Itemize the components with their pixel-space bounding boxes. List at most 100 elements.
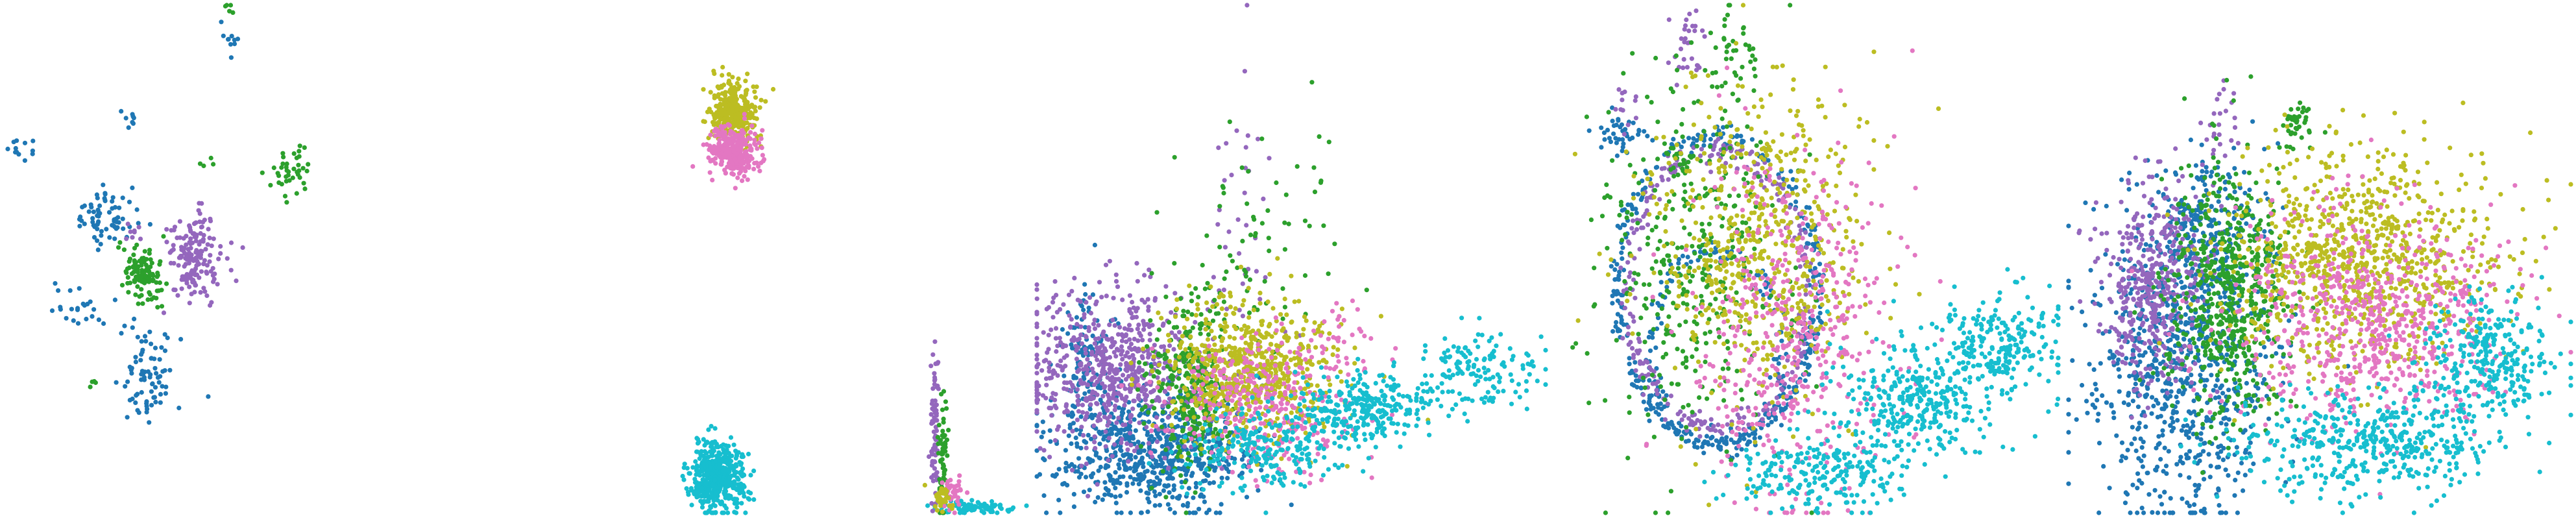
point-60 <box>1152 406 1157 411</box>
point-452 <box>1146 354 1151 360</box>
point-41 <box>932 371 937 376</box>
point-32 <box>1323 394 1328 399</box>
point-34 <box>946 428 951 433</box>
point-357 <box>1181 407 1187 412</box>
point-277 <box>1115 478 1120 483</box>
point-625 <box>1095 401 1100 406</box>
point-20 <box>1198 331 1203 336</box>
point-59 <box>935 383 940 389</box>
point-318 <box>737 155 742 160</box>
point-298 <box>733 186 738 191</box>
point-199 <box>729 171 735 176</box>
point-19 <box>757 168 762 173</box>
point-578 <box>1139 510 1144 515</box>
point-42 <box>710 177 715 182</box>
point-158 <box>304 168 310 174</box>
point-140 <box>197 219 202 225</box>
point-324 <box>1187 510 1192 515</box>
point-289 <box>1273 375 1278 380</box>
point-230 <box>1216 401 1221 407</box>
point-225 <box>1282 420 1287 426</box>
point-644 <box>1056 467 1062 472</box>
point-95 <box>216 256 221 262</box>
point-116 <box>1155 385 1160 390</box>
point-275 <box>716 153 722 158</box>
point-12 <box>133 292 138 297</box>
point-144 <box>1311 396 1317 401</box>
point-55 <box>1246 464 1252 469</box>
point-260 <box>1228 253 1233 258</box>
point-84 <box>763 99 768 104</box>
point-24 <box>922 482 927 488</box>
point-126 <box>145 406 150 412</box>
point-288 <box>1202 415 1207 421</box>
point-348 <box>1286 221 1291 227</box>
point-57 <box>1300 370 1306 375</box>
point-470 <box>1134 308 1139 314</box>
point-95 <box>1297 365 1302 370</box>
point-597 <box>1116 462 1121 467</box>
point-652 <box>1086 432 1091 438</box>
point-169 <box>1247 418 1252 423</box>
point-362 <box>1309 80 1315 85</box>
point-274 <box>1146 441 1151 446</box>
point-634 <box>1244 425 1249 430</box>
point-595 <box>1051 295 1056 301</box>
point-442 <box>1094 450 1099 456</box>
point-239 <box>1137 360 1142 365</box>
point-258 <box>1191 389 1197 395</box>
point-492 <box>1170 495 1175 500</box>
point-145 <box>1352 345 1357 351</box>
point-111 <box>163 391 168 396</box>
point-549 <box>1091 321 1096 327</box>
point-157 <box>284 168 289 173</box>
point-329 <box>1248 232 1254 238</box>
point-469 <box>1034 388 1039 393</box>
point-35 <box>1224 434 1230 439</box>
point-108 <box>182 264 187 269</box>
point-322 <box>1254 331 1259 336</box>
point-13 <box>154 280 159 285</box>
point-220 <box>1084 411 1089 416</box>
point-464 <box>1156 310 1161 315</box>
point-325 <box>1242 323 1247 328</box>
point-327 <box>1107 322 1112 327</box>
point-333 <box>1230 398 1235 403</box>
point-401 <box>1112 323 1117 328</box>
point-134 <box>302 145 307 150</box>
point-100 <box>1163 294 1169 299</box>
point-236 <box>1178 389 1183 394</box>
point-491 <box>1226 344 1232 349</box>
point-28 <box>938 489 943 494</box>
point-362 <box>1157 502 1162 508</box>
point-160 <box>726 102 732 107</box>
point-154 <box>138 358 143 363</box>
point-609 <box>1130 406 1136 412</box>
point-12 <box>941 389 947 394</box>
point-141 <box>1222 375 1227 381</box>
point-122 <box>1133 454 1138 460</box>
point-49 <box>1166 332 1171 338</box>
point-542 <box>1037 472 1043 477</box>
point-353 <box>1350 298 1355 303</box>
point-26 <box>1278 447 1283 452</box>
point-115 <box>759 136 764 142</box>
point-54 <box>188 236 193 241</box>
point-0 <box>935 435 940 440</box>
point-130 <box>716 92 722 97</box>
point-154 <box>290 175 295 180</box>
point-104 <box>1119 344 1124 349</box>
point-68 <box>103 191 108 196</box>
point-605 <box>1201 461 1206 466</box>
point-235 <box>1170 432 1175 438</box>
point-308 <box>1393 346 1398 351</box>
point-472 <box>1148 434 1154 439</box>
point-6 <box>22 140 28 145</box>
point-610 <box>1310 400 1315 405</box>
point-128 <box>1312 320 1317 325</box>
point-460 <box>1072 464 1077 469</box>
point-136 <box>114 380 119 385</box>
point-256 <box>1202 361 1208 367</box>
point-274 <box>1166 404 1171 409</box>
point-148 <box>202 289 208 294</box>
